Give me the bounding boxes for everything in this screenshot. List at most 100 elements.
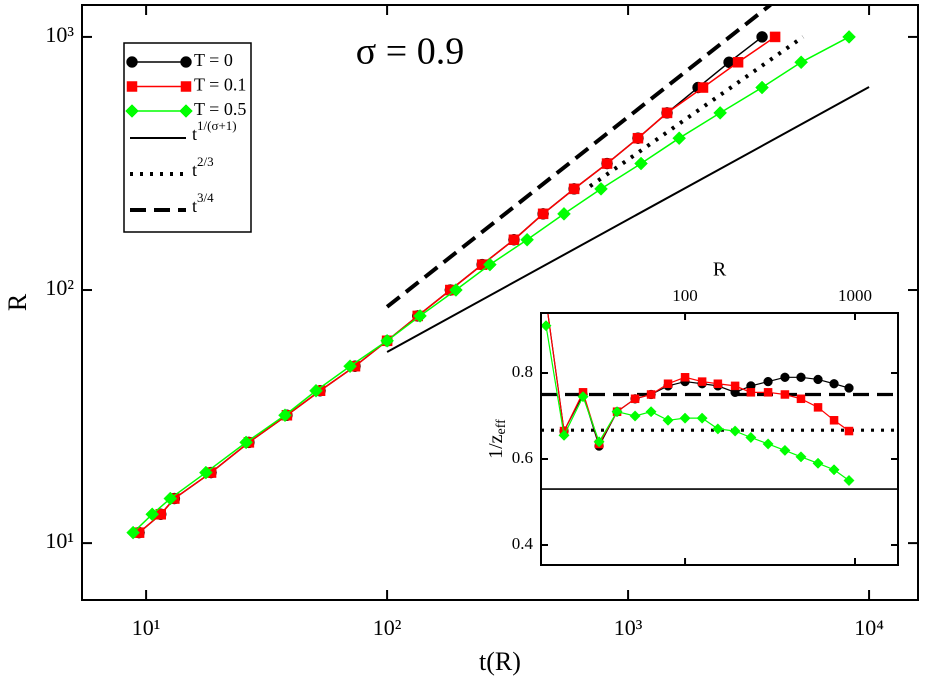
point [537, 208, 549, 220]
point [795, 451, 807, 463]
point [611, 406, 623, 418]
x-axis-label: R [713, 259, 727, 281]
point [508, 234, 520, 245]
legend-marker [126, 56, 138, 68]
x-tick-label: 10² [373, 615, 402, 640]
point [593, 436, 605, 448]
point [646, 390, 656, 399]
point [812, 457, 824, 469]
point [663, 379, 673, 388]
point [763, 388, 773, 397]
point [632, 132, 644, 144]
point [844, 426, 854, 436]
point [662, 414, 674, 426]
y-tick-label: 0.4 [512, 534, 534, 553]
y-tick-label: 10² [45, 275, 74, 300]
x-tick-label: 10³ [614, 615, 643, 640]
point [541, 320, 552, 332]
point [780, 390, 790, 399]
point [756, 31, 768, 43]
point [163, 491, 178, 506]
reference-line [588, 35, 805, 188]
point [829, 416, 839, 425]
x-tick-label: 1000 [838, 286, 872, 305]
point [520, 232, 534, 247]
y-tick-label: 10¹ [45, 528, 74, 553]
point [594, 182, 608, 196]
y-tick-label: 10³ [45, 22, 74, 47]
legend-marker [180, 56, 192, 68]
legend-marker [180, 81, 192, 92]
point [746, 388, 756, 397]
plot-area [541, 313, 898, 565]
point [645, 406, 657, 418]
point [844, 383, 854, 393]
legend-marker [179, 104, 193, 118]
x-tick-label: 10¹ [132, 615, 161, 640]
y-axis-label: R [3, 293, 32, 311]
plot-content [541, 313, 898, 490]
point [483, 257, 497, 272]
point [745, 431, 757, 444]
point [630, 394, 640, 404]
point [278, 408, 292, 423]
point [568, 183, 580, 195]
legend-label: T = 0.5 [194, 99, 246, 119]
point [558, 429, 570, 441]
point [413, 309, 427, 323]
y-tick-label: 0.6 [512, 448, 533, 467]
point [634, 156, 648, 171]
point [697, 377, 707, 386]
point [449, 283, 463, 297]
point [712, 423, 724, 435]
legend-marker [125, 104, 139, 118]
point [239, 435, 253, 450]
point [780, 372, 790, 382]
point [679, 412, 691, 424]
legend-label: T = 0 [194, 50, 233, 70]
point [829, 379, 839, 389]
point [601, 158, 613, 169]
x-axis-label: t(R) [479, 647, 521, 676]
x-tick-label: 100 [672, 286, 698, 305]
point [828, 464, 840, 476]
reference-line [385, 5, 772, 309]
legend-label: t3/4 [192, 190, 214, 216]
point [126, 525, 140, 540]
point [309, 383, 323, 398]
point [629, 410, 641, 422]
legend-label: t2/3 [192, 154, 214, 180]
point [577, 391, 589, 403]
legend-marker [126, 81, 138, 92]
point [661, 107, 673, 119]
point [842, 30, 856, 44]
point [813, 374, 823, 385]
point [730, 381, 740, 391]
point [755, 80, 769, 95]
point [713, 379, 723, 388]
legend-label: T = 0.1 [194, 75, 246, 95]
point [713, 106, 727, 120]
point [672, 131, 687, 146]
point [380, 333, 394, 348]
point [343, 359, 357, 374]
plot-frame [81, 4, 919, 601]
plot-frame [540, 312, 899, 566]
annotation: σ = 0.9 [356, 31, 464, 73]
point [794, 55, 808, 70]
legend-label: t1/(σ+1) [192, 118, 237, 144]
point [729, 425, 741, 437]
point [697, 82, 709, 93]
plot-content [126, 5, 870, 540]
point [763, 376, 773, 387]
y-axis-label: 1/zeff [485, 419, 510, 459]
point [796, 372, 806, 382]
point [779, 444, 791, 456]
point [732, 57, 744, 68]
reference-line [386, 86, 870, 353]
point [696, 412, 708, 424]
point [680, 373, 690, 382]
point [769, 31, 781, 43]
y-tick-label: 0.8 [512, 362, 533, 381]
